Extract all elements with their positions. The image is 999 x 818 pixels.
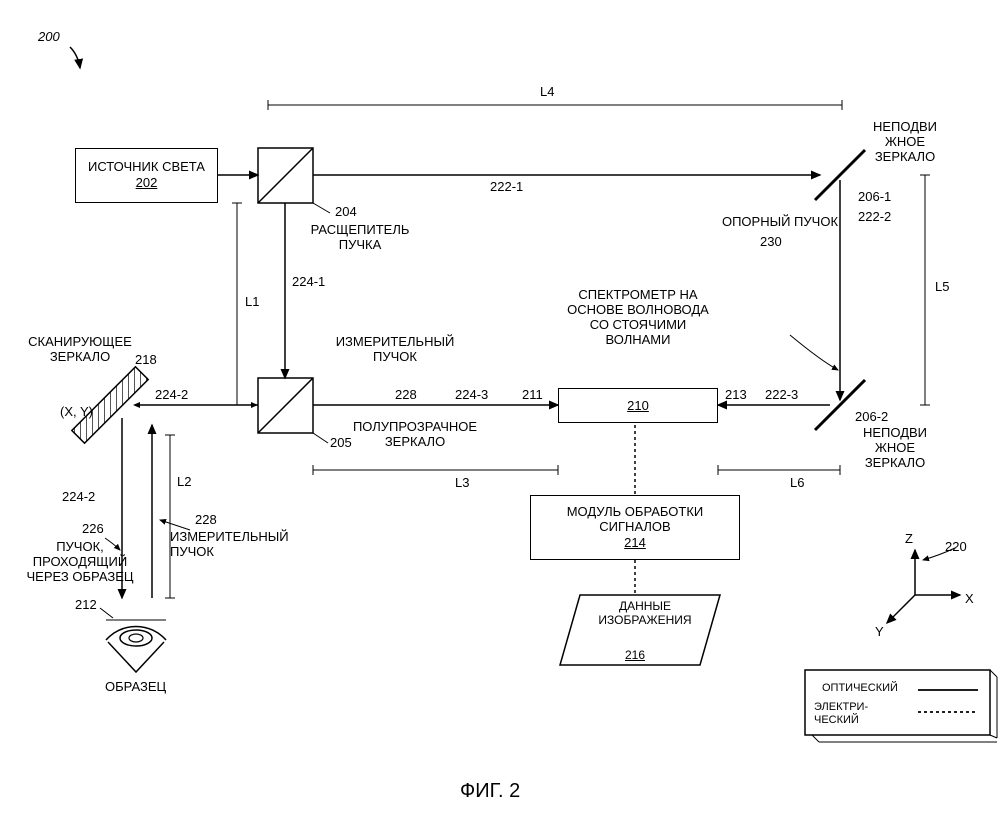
axes-num: 220 [945,540,967,555]
figure-number: 200 [38,30,60,45]
legend-optical: ОПТИЧЕСКИЙ [822,682,898,695]
length-L1: L1 [245,295,259,310]
length-L2: L2 [177,475,191,490]
ref-211: 211 [522,388,543,403]
meas-beam-title-2: ИЗМЕРИТЕЛЬНЫЙ ПУЧОК [170,530,300,560]
processor-title: МОДУЛЬ ОБРАБОТКИ СИГНАЛОВ [531,505,739,535]
sample-title: ОБРАЗЕЦ [105,680,166,695]
light-source-box: ИСТОЧНИК СВЕТА 202 [75,148,218,203]
ref-beam-num: 230 [760,235,782,250]
meas-beam-num-1: 228 [395,388,417,403]
spectrometer-box: 210 [558,388,718,423]
ref-224-1: 224-1 [292,275,325,290]
ref-222-1: 222-1 [490,180,523,195]
length-L4: L4 [540,85,554,100]
ref-224-2a: 224-2 [155,388,188,403]
axis-x: X [965,592,974,607]
ref-224-2b: 224-2 [62,490,95,505]
ref-beam-title: ОПОРНЫЙ ПУЧОК [710,215,850,230]
legend-electrical: ЭЛЕКТРИ-ЧЕСКИЙ [814,701,894,726]
sample-num: 212 [75,598,97,613]
length-L5: L5 [935,280,949,295]
scan-mirror-coords: (X, Y) [60,405,93,420]
meas-beam-num-2: 228 [195,513,217,528]
axis-y: Y [875,625,884,640]
light-source-num: 202 [136,175,158,191]
processor-num: 214 [624,535,646,551]
splitter-title: РАСЩЕПИТЕЛЬ ПУЧКА [295,223,425,253]
length-L3: L3 [455,476,469,491]
length-L6: L6 [790,476,804,491]
processor-box: МОДУЛЬ ОБРАБОТКИ СИГНАЛОВ 214 [530,495,740,560]
ref-222-2: 222-2 [858,210,891,225]
fixed-mirror-2-num: 206-2 [855,410,888,425]
light-source-title: ИСТОЧНИК СВЕТА [88,160,205,175]
figure-caption: ФИГ. 2 [460,780,520,803]
ref-222-3: 222-3 [765,388,798,403]
scan-mirror-num: 218 [135,353,157,368]
spectrometer-title: СПЕКТРОМЕТР НА ОСНОВЕ ВОЛНОВОДА СО СТОЯЧ… [558,288,718,348]
fixed-mirror-2-title: НЕПОДВИ ЖНОЕ ЗЕРКАЛО [855,426,935,471]
axis-z: Z [905,532,913,547]
spectrometer-num: 210 [627,398,649,414]
ref-213: 213 [725,388,747,403]
ref-224-3: 224-3 [455,388,488,403]
splitter-num: 204 [335,205,357,220]
fixed-mirror-1-num: 206-1 [858,190,891,205]
meas-beam-title-1: ИЗМЕРИТЕЛЬНЫЙ ПУЧОК [330,335,460,365]
data-num: 216 [625,648,645,662]
half-mirror-title: ПОЛУПРОЗРАЧНОЕ ЗЕРКАЛО [330,420,500,450]
scan-mirror-title: СКАНИРУЮЩЕЕ ЗЕРКАЛО [25,335,135,365]
fixed-mirror-1-title: НЕПОДВИ ЖНОЕ ЗЕРКАЛО [865,120,945,165]
sample-beam-title: ПУЧОК, ПРОХОДЯЩИЙ ЧЕРЕЗ ОБРАЗЕЦ [20,540,140,585]
sample-beam-num: 226 [82,522,104,537]
diagram-svg [0,0,999,818]
data-title: ДАННЫЕ ИЗОБРАЖЕНИЯ [590,600,700,628]
